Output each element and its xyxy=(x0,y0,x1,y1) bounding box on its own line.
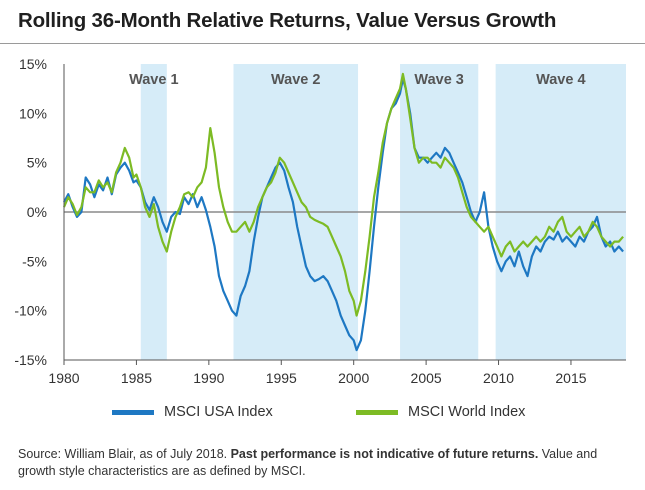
y-tick-label: 5% xyxy=(27,155,47,171)
y-tick-label: -5% xyxy=(22,253,47,269)
y-tick-label: 10% xyxy=(19,105,47,121)
series-line-usa xyxy=(63,77,624,352)
title-divider xyxy=(0,43,645,44)
source-suffix: Value and growth style characteristics a… xyxy=(18,447,598,478)
x-tick-label: 2015 xyxy=(555,370,586,386)
y-tick-label: 15% xyxy=(19,56,47,72)
wave-label-2: Wave 2 xyxy=(271,72,320,88)
x-tick-label: 1990 xyxy=(193,370,224,386)
legend: MSCI USA Index MSCI World Index xyxy=(0,400,645,424)
x-tick-labels: 1980 1985 1990 1995 2000 2005 2010 2015 xyxy=(48,360,587,386)
wave-labels: Wave 1 Wave 2 Wave 3 Wave 4 xyxy=(129,72,585,88)
x-tick-label: 2010 xyxy=(483,370,514,386)
chart-title: Rolling 36-Month Relative Returns, Value… xyxy=(18,9,557,32)
chart-canvas: Wave 1 Wave 2 Wave 3 Wave 4 15% 10% 5% 0% -5% -1… xyxy=(14,56,626,386)
series-lines xyxy=(62,72,624,352)
legend-item-world: MSCI World Index xyxy=(356,400,525,424)
legend-label-world: MSCI World Index xyxy=(408,404,526,420)
wave-label-4: Wave 4 xyxy=(536,72,585,88)
source-prefix: Source: William Blair, as of July 2018. xyxy=(18,447,231,461)
x-tick-label: 1980 xyxy=(48,370,79,386)
legend-label-usa: MSCI USA Index xyxy=(164,404,273,420)
legend-swatch-usa xyxy=(112,409,154,415)
wave-label-3: Wave 3 xyxy=(414,72,463,88)
y-tick-label: 0% xyxy=(27,204,47,220)
x-tick-label: 1995 xyxy=(266,370,297,386)
legend-swatch-world xyxy=(356,409,398,415)
wave-label-1: Wave 1 xyxy=(129,72,178,88)
series-line-world xyxy=(62,72,624,317)
legend-item-usa: MSCI USA Index xyxy=(112,400,273,424)
y-tick-label: -10% xyxy=(14,303,47,319)
x-tick-label: 2000 xyxy=(338,370,369,386)
x-tick-label: 1985 xyxy=(121,370,152,386)
y-tick-label: -15% xyxy=(14,352,47,368)
source-note: Source: William Blair, as of July 2018. … xyxy=(18,446,630,480)
y-tick-labels: 15% 10% 5% 0% -5% -10% -15% xyxy=(14,56,47,368)
source-disclaimer: Past performance is not indicative of fu… xyxy=(230,447,539,461)
x-tick-label: 2005 xyxy=(411,370,442,386)
